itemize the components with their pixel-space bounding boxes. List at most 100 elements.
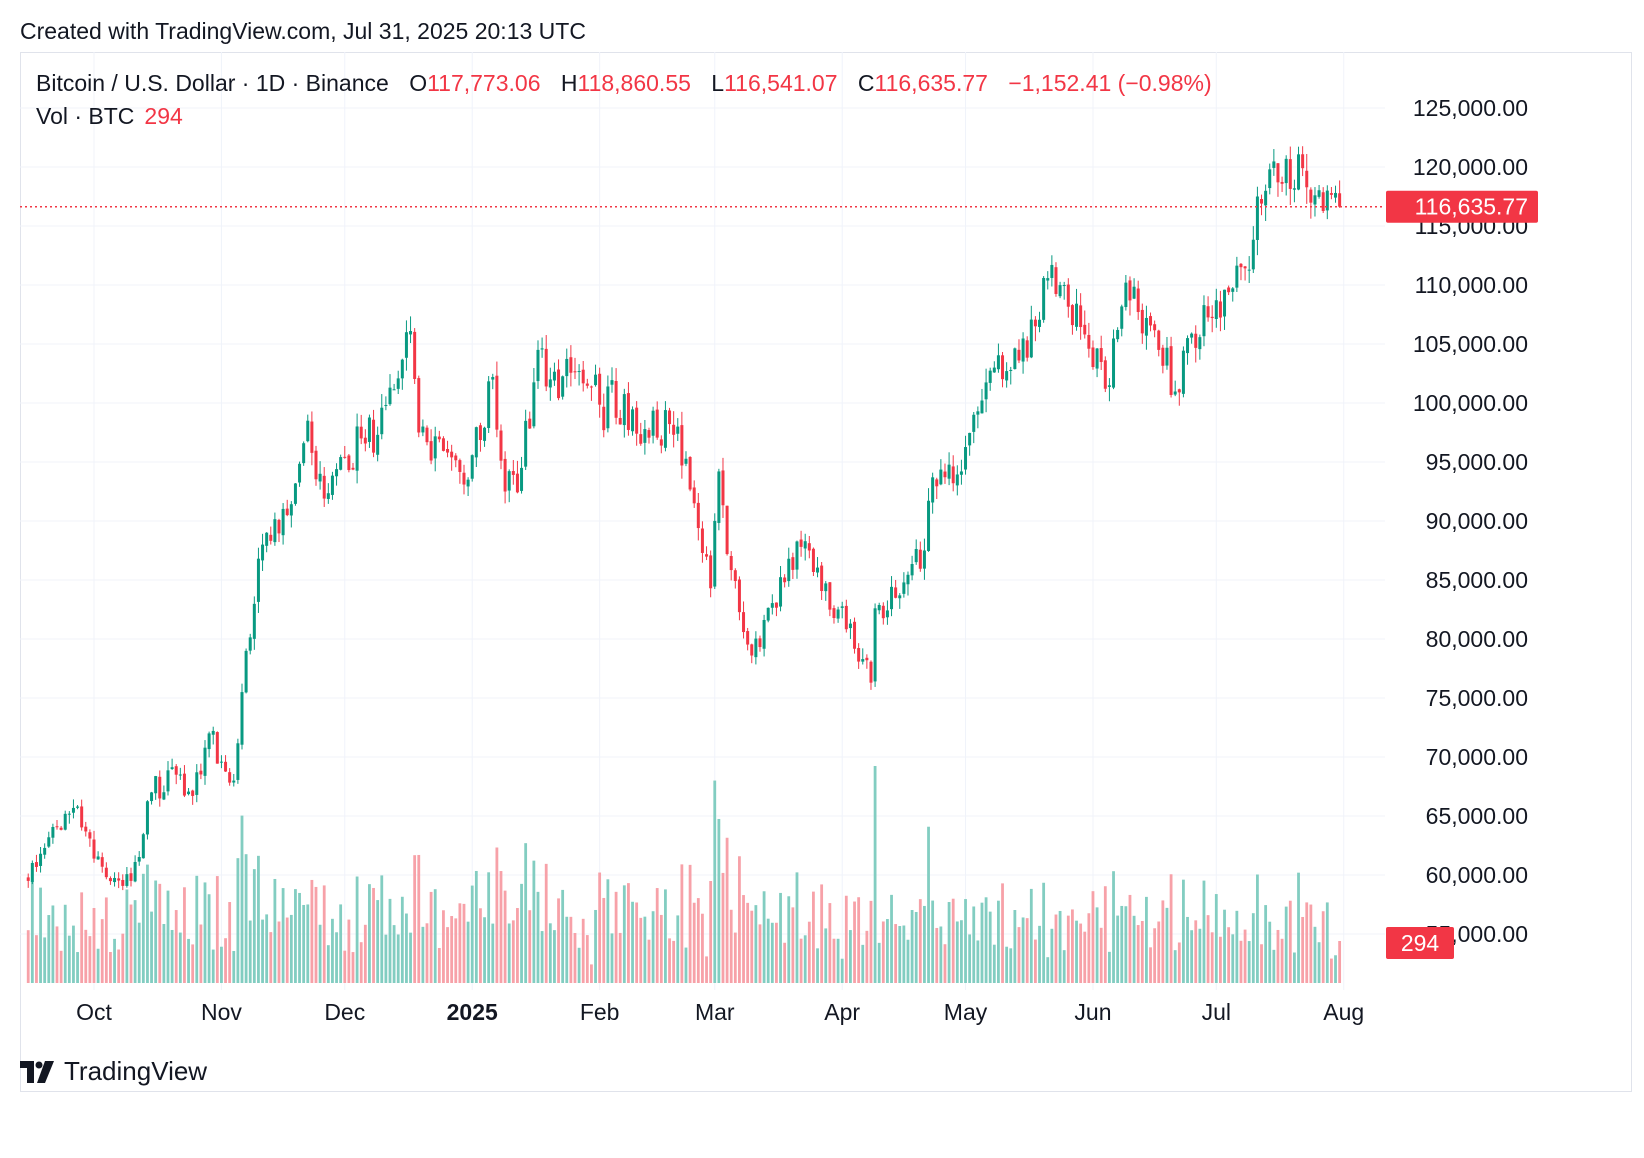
candle-body [372,419,376,453]
candle-body [758,638,762,648]
candle-body [1317,190,1321,197]
volume-bar [302,904,306,983]
candle-body [877,605,881,611]
volume-bar [96,948,100,983]
volume-bar [947,902,951,983]
candle-body [104,867,108,878]
candle-body [610,380,614,385]
volume-bar [392,925,396,983]
volume-bar [762,891,766,983]
volume-bar [1214,894,1218,983]
candle-body [672,424,676,435]
volume-bar [359,942,363,983]
volume-bar [1260,944,1263,983]
high-label: H [560,70,578,96]
volume-bar [696,898,700,983]
candle-body [832,608,836,619]
candle-body [853,621,857,649]
volume-bar [1182,879,1185,983]
candle-body [1103,360,1107,389]
candle-body [129,873,133,881]
volume-bar [335,932,338,983]
volume-bar [1149,947,1152,983]
volume-bar [1034,939,1037,983]
volume-bar [314,886,318,983]
candle-body [1297,154,1301,190]
y-tick-label: 100,000.00 [1413,390,1528,416]
volume-bar [261,919,264,983]
candle-body [30,862,34,882]
volume-bar [1021,917,1025,983]
volume-bar [503,890,507,983]
volume-bar [248,920,252,983]
y-tick-label: 70,000.00 [1426,744,1528,770]
volume-bar [516,908,519,983]
candle-body [1144,317,1148,336]
volume-bars [26,765,1342,983]
candle-body [302,443,306,464]
candle-body [318,473,322,482]
x-tick-label: Dec [324,999,365,1025]
volume-bar [627,883,630,983]
volume-bar [117,949,121,983]
volume-bar [602,897,606,983]
candle-body [76,806,80,808]
candle-body [705,554,709,557]
volume-bar [273,878,277,983]
volume-bar [43,937,47,983]
candle-body [524,420,528,467]
low-label: L [711,70,725,96]
volume-bar [631,901,634,983]
footer-brand[interactable]: TradingView [20,1056,207,1087]
volume-bar [347,919,351,983]
volume-bar [746,902,750,983]
volume-bar [1120,905,1124,983]
low-value: 116,541.07 [724,70,838,96]
candle-body [396,378,400,389]
volume-bar [1243,929,1247,983]
candle-body [972,414,976,432]
candle-body [34,862,38,867]
candle-body [1181,350,1185,394]
volume-bar [236,858,240,983]
candle-body [1021,338,1025,362]
volume-bar [1235,910,1239,983]
candle-body [454,455,458,461]
volume-bar [968,934,972,983]
candle-body [692,487,696,504]
volume-bar [1321,911,1325,983]
volume-bar [458,903,462,983]
volume-bar [211,949,215,983]
volume-bar [1083,931,1087,983]
candle-body [676,426,680,434]
volume-bar [894,924,898,983]
x-tick-label: May [944,999,988,1025]
volume-bar [832,938,836,983]
candle-body [1190,333,1194,338]
volume-bar [400,896,404,983]
candle-body [1099,348,1103,363]
candle-body [1112,338,1116,388]
candle-body [717,471,721,523]
candle-body [881,605,885,619]
volume-bar [532,860,536,983]
candle-body [351,467,355,470]
candle-body [520,467,524,491]
volume-bar [1276,929,1280,983]
volume-bar [684,947,688,983]
volume-bar [1223,909,1226,983]
candle-body [639,434,643,444]
volume-bar [1219,936,1222,983]
candle-body [548,379,552,388]
volume-bar [1153,928,1157,983]
last-volume-value: 294 [1401,930,1440,956]
close-value: 116,635.77 [874,70,988,96]
volume-bar [154,880,158,983]
candle-body [43,847,47,855]
volume-bar [355,876,359,983]
candle-body [943,471,947,478]
candle-body [462,472,466,485]
volume-bar [787,896,791,983]
candle-body [1255,196,1259,240]
